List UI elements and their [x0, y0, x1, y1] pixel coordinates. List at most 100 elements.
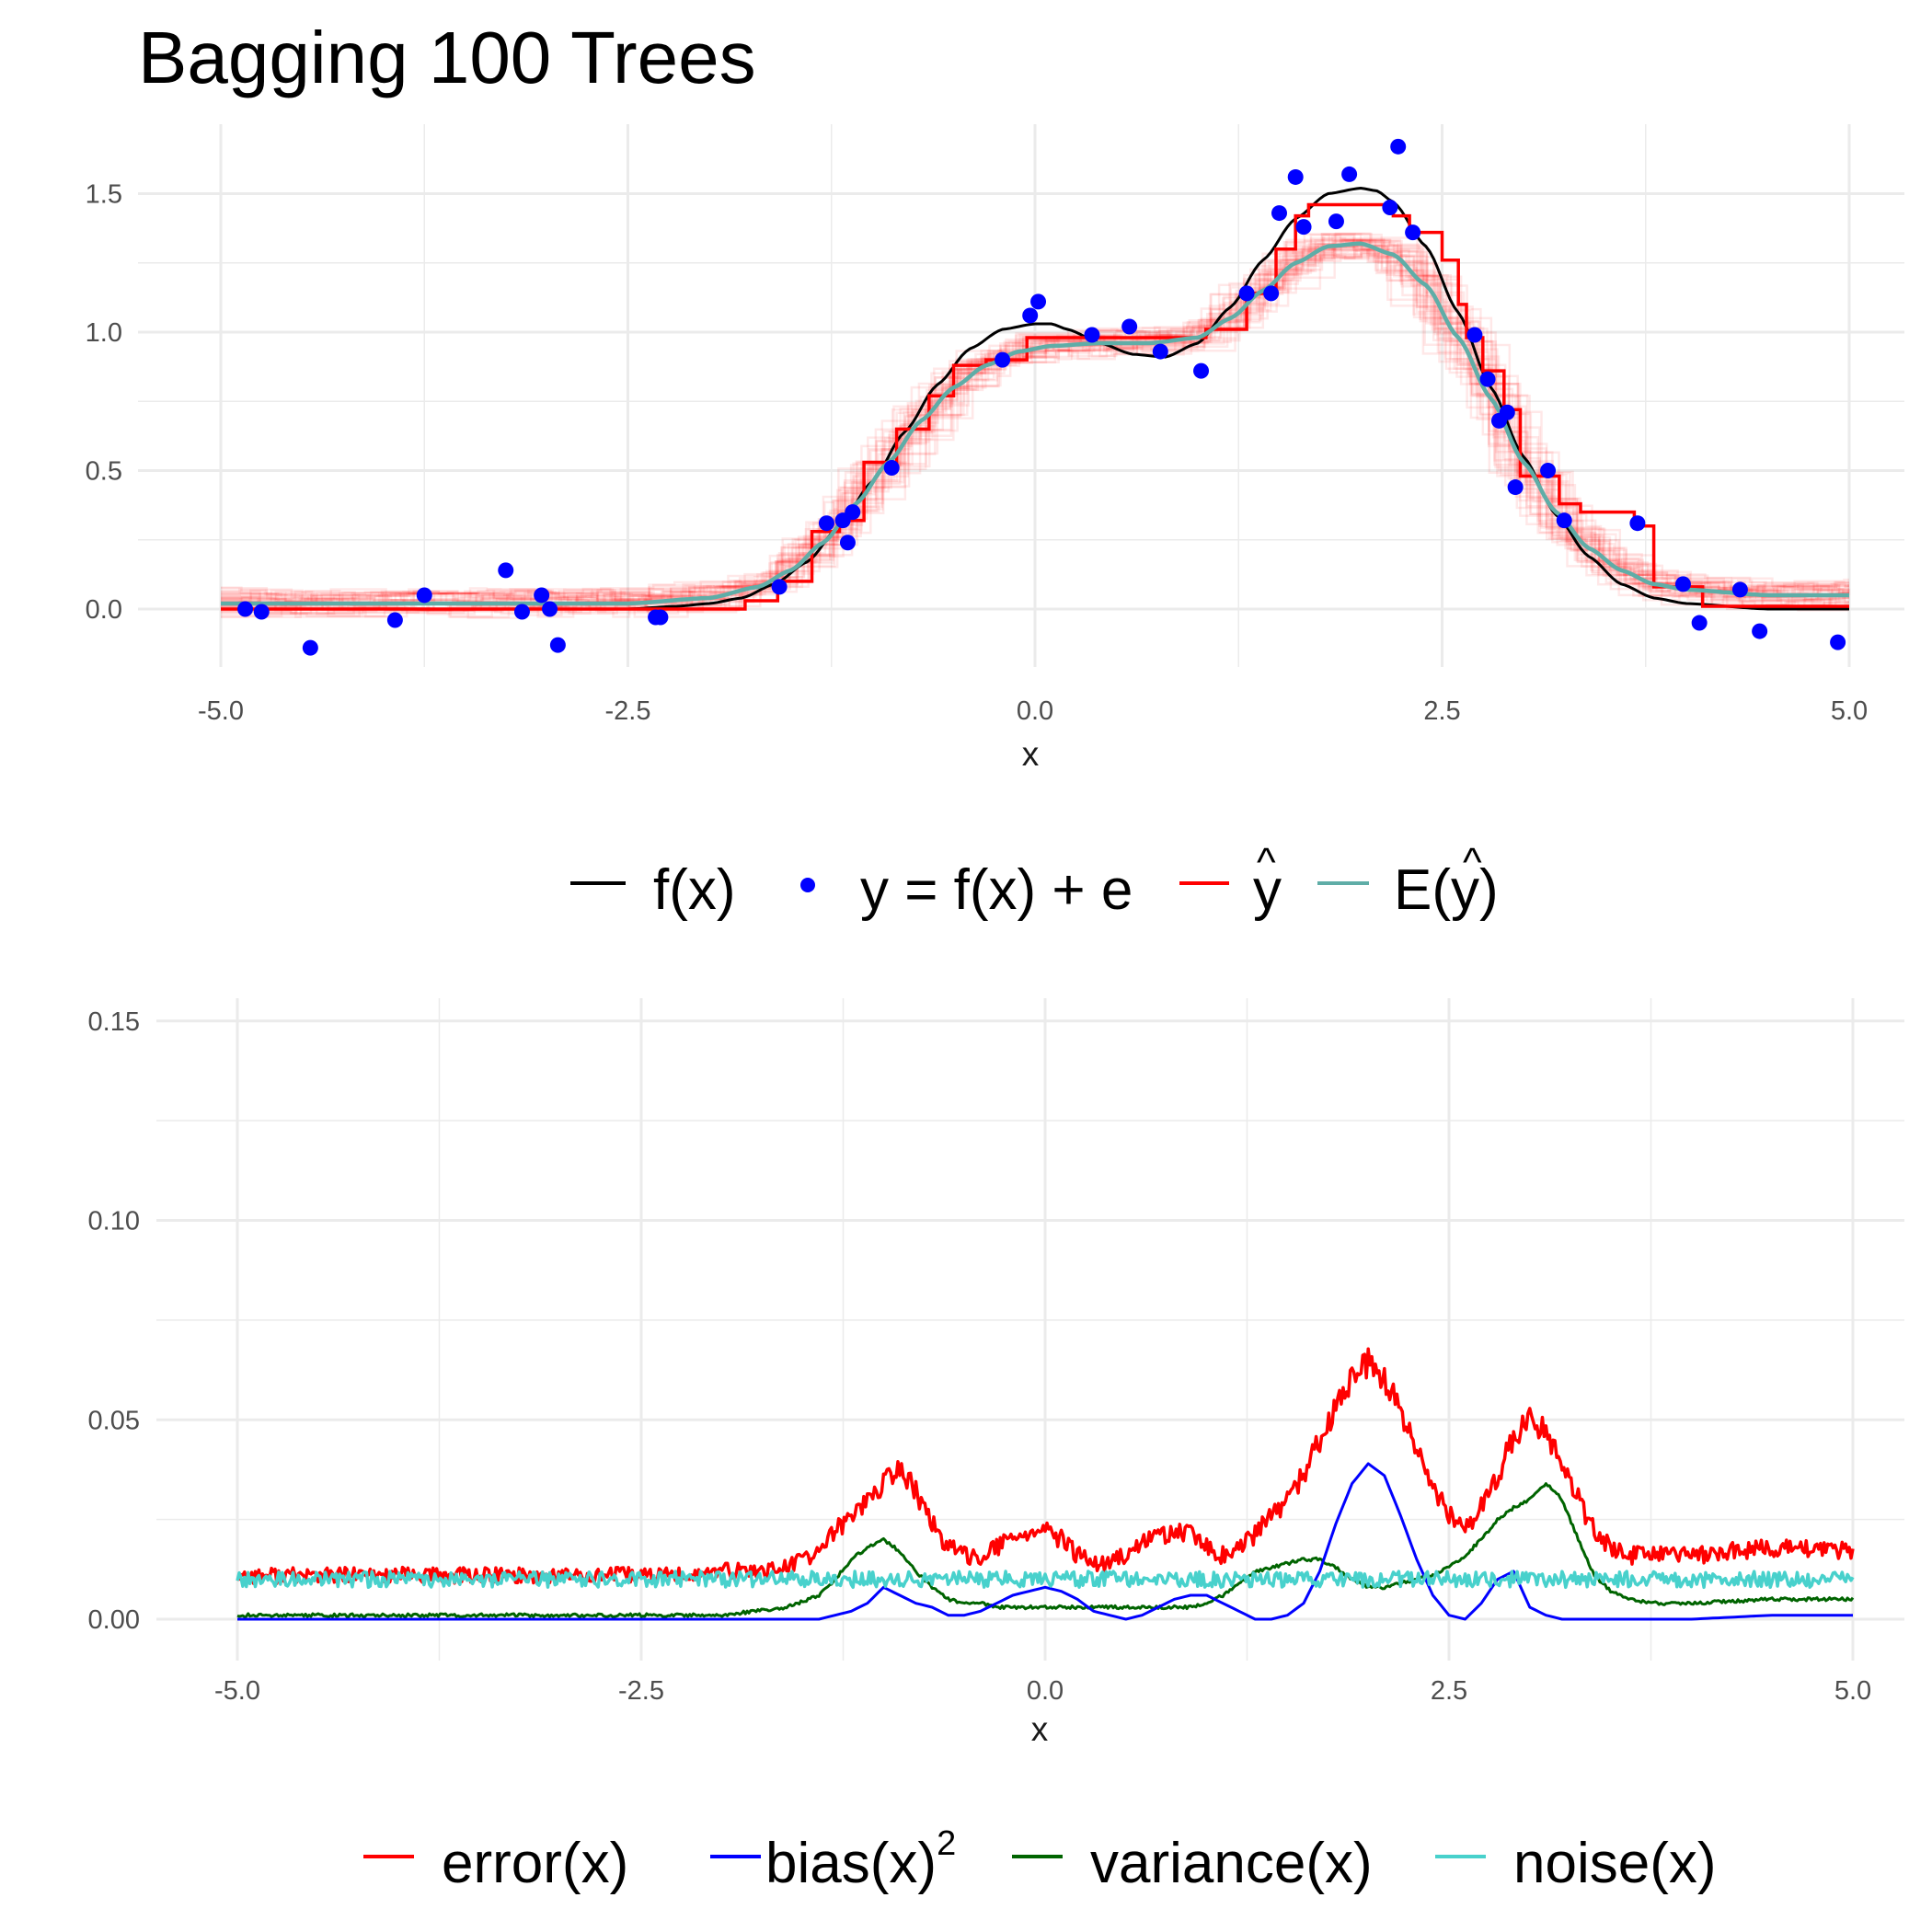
legend-variance-x: x [1325, 1832, 1353, 1895]
legend-noise-open: ( [1650, 1832, 1669, 1895]
legend-truth-close: ) [717, 858, 736, 922]
observed-point [1295, 219, 1312, 236]
observed-point [1121, 318, 1138, 335]
legend-bias-open: ( [870, 1832, 890, 1895]
observed-point [1507, 479, 1524, 496]
observed-point [1341, 166, 1358, 182]
top-x-tick-label: 0.0 [1017, 696, 1053, 726]
observed-point [237, 601, 254, 617]
bagged-tree-line [221, 243, 1849, 609]
yhat-step-line [221, 202, 1849, 611]
observed-point [513, 604, 530, 620]
legend-noise-x: x [1669, 1832, 1697, 1895]
top-y-tick-label: 0.5 [86, 457, 122, 487]
bottom-plot-ticks: -5.0 -2.5 0.0 2.5 5.0 0.00 0.05 0.10 0.15 [88, 1007, 1872, 1706]
legend-truth-open: ( [669, 858, 688, 922]
bottom-x-tick-label: 2.5 [1431, 1676, 1467, 1706]
legend-points-open: ( [970, 858, 989, 922]
legend-label-truth: f(x) [653, 858, 736, 922]
bagged-tree-line [221, 240, 1851, 606]
observed-point [845, 504, 861, 521]
legend-eyhat-open: ( [1432, 858, 1451, 922]
legend-variance-open: ( [1305, 1832, 1325, 1895]
legend-bias-close: ) [917, 1832, 937, 1895]
observed-point [542, 601, 558, 617]
legend-noise-close: ) [1697, 1832, 1717, 1895]
legend-label-yhat: y [1253, 858, 1282, 922]
observed-point [839, 535, 856, 551]
top-plot-ticks: -5.0 -2.5 0.0 2.5 5.0 0.0 0.5 1.0 1.5 [86, 180, 1868, 727]
observed-point [1731, 581, 1748, 598]
bottom-x-tick-label: 5.0 [1834, 1676, 1871, 1706]
legend-variance-close: ) [1353, 1832, 1373, 1895]
legend-bias-name: bias [765, 1832, 870, 1895]
bottom-x-tick-label: -2.5 [618, 1676, 664, 1706]
observed-point [1022, 307, 1039, 324]
legend-label-bias: bias(x)2 [765, 1824, 956, 1895]
observed-point [1382, 200, 1398, 216]
legend-eyhat-hat: ^ [1463, 840, 1482, 885]
observed-point [1193, 362, 1210, 379]
bagged-tree-line [221, 247, 1849, 615]
observed-point [1152, 343, 1168, 360]
legend-bias-x: x [889, 1832, 917, 1895]
top-plot-lines [221, 186, 1849, 611]
error-series-line [237, 1347, 1855, 1585]
noise-series-line [236, 1570, 1855, 1590]
legend-eyhat-close: ) [1479, 858, 1499, 922]
observed-point [1674, 576, 1691, 592]
observed-point [1466, 327, 1483, 343]
bottom-y-tick-label: 0.15 [88, 1007, 140, 1037]
observed-point [1499, 404, 1515, 420]
observed-point [498, 562, 514, 579]
bias-series-line [237, 1462, 1853, 1621]
legend-bias-sup: 2 [937, 1824, 956, 1863]
top-x-axis-title: x [1022, 735, 1040, 773]
legend-points-e: + e [1052, 858, 1133, 922]
observed-point [534, 587, 550, 604]
bottom-x-axis-title: x [1031, 1710, 1049, 1748]
legend-points-yf: y = f [860, 858, 971, 922]
bagged-tree-line [221, 242, 1849, 613]
observed-point [1479, 371, 1496, 387]
observed-point [549, 637, 566, 653]
chart-title: Bagging 100 Trees [138, 17, 756, 98]
bagged-tree-line [221, 233, 1849, 604]
observed-point [1084, 327, 1100, 343]
legend-error-open: ( [562, 1832, 581, 1895]
bagged-tree-line [221, 233, 1849, 609]
top-y-tick-label: 0.0 [86, 595, 122, 625]
observed-point [416, 587, 432, 604]
observed-point [652, 609, 669, 626]
legend-points-close: ) [1018, 858, 1052, 922]
observed-point [253, 604, 270, 620]
observed-point [302, 639, 318, 656]
bottom-plot-grid [156, 998, 1904, 1661]
observed-points [237, 138, 1846, 656]
legend-error-x: x [581, 1832, 610, 1895]
observed-point [818, 515, 834, 532]
legend-error-name: error [442, 1832, 562, 1895]
top-x-tick-label: 5.0 [1831, 696, 1868, 726]
legend-points-x: x [989, 858, 1018, 922]
observed-point [1830, 634, 1846, 650]
top-legend: f(x) y = f(x) + e y ^ E(y) ^ [570, 840, 1499, 922]
top-x-tick-label: -2.5 [605, 696, 651, 726]
top-y-tick-label: 1.0 [86, 318, 122, 348]
observed-point [1540, 463, 1557, 478]
observed-point [1405, 224, 1421, 241]
observed-point [883, 459, 900, 476]
variance-series-line [236, 1482, 1855, 1618]
observed-point [1629, 515, 1646, 532]
observed-point [1556, 512, 1572, 529]
legend-yhat-hat: ^ [1257, 840, 1276, 885]
legend-label-error: error(x) [442, 1832, 628, 1895]
legend-error-close: ) [610, 1832, 629, 1895]
legend-label-variance: variance(x) [1090, 1832, 1373, 1895]
observed-point [1030, 293, 1047, 310]
observed-point [1263, 285, 1280, 302]
observed-point [1271, 205, 1287, 222]
bottom-x-tick-label: -5.0 [214, 1676, 260, 1706]
